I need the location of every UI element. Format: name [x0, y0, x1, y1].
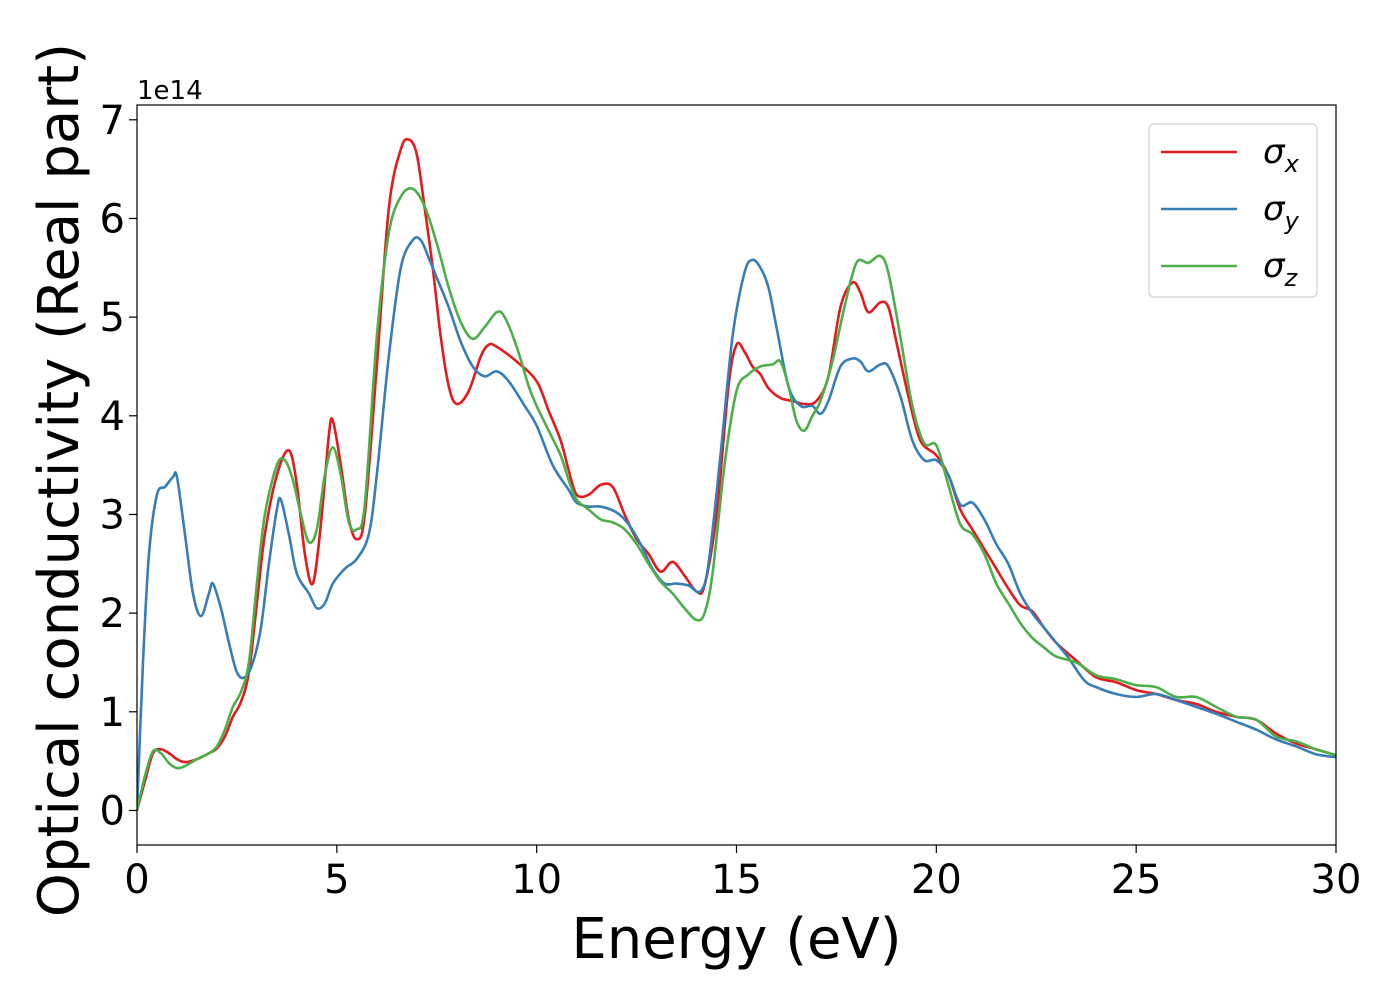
y-tick-label: 7: [100, 98, 125, 144]
y-tick-label: 6: [100, 196, 125, 242]
series-layer: [137, 137, 1336, 811]
ticks-layer: 0 5 10 15 20 25 30 0 1 2 3 4 5 6 7: [100, 98, 1362, 903]
x-tick-label: 10: [511, 857, 562, 903]
legend-frame: [1148, 123, 1318, 298]
legend-label-z: σz: [1263, 246, 1299, 292]
x-axis-label: Energy (eV): [571, 907, 901, 972]
y-axis-label: Optical conductivity (Real part): [27, 43, 92, 917]
y-tick-label: 1: [100, 690, 125, 736]
y-tick-label: 4: [100, 394, 125, 440]
legend-label-y: σy: [1263, 189, 1300, 235]
series-line-z: [137, 187, 1336, 811]
x-tick-label: 30: [1311, 857, 1362, 903]
legend-label-x: σx: [1263, 132, 1300, 178]
x-tick-label: 15: [711, 857, 762, 903]
y-tick-label: 0: [100, 788, 125, 834]
x-tick-label: 5: [324, 857, 349, 903]
y-tick-label: 5: [100, 295, 125, 341]
y-tick-label: 3: [100, 492, 125, 538]
x-tick-label: 20: [911, 857, 962, 903]
y-offset-text: 1e14: [137, 76, 203, 106]
x-tick-label: 0: [124, 857, 149, 903]
x-tick-label: 25: [1111, 857, 1162, 903]
series-line-y: [137, 236, 1336, 811]
legend: σx σy σz: [1148, 123, 1318, 298]
y-tick-label: 2: [100, 591, 125, 637]
